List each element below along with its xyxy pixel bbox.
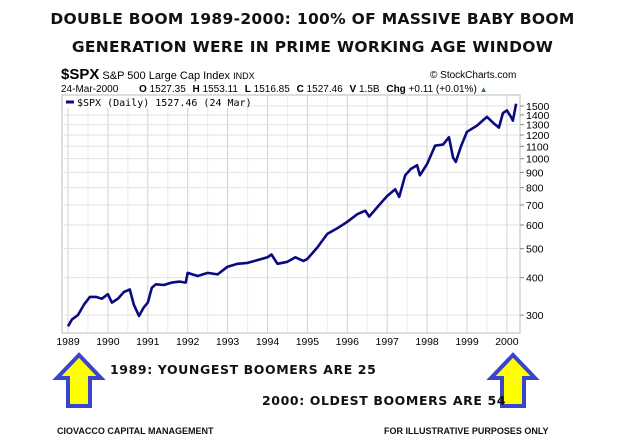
chart-title-line2: GENERATION WERE IN PRIME WORKING AGE WIN… bbox=[71, 38, 554, 56]
close-label: C bbox=[296, 84, 304, 95]
footer-left: CIOVACCO CAPITAL MANAGEMENT bbox=[57, 426, 214, 436]
x-tick-label: 1992 bbox=[176, 336, 200, 348]
y-tick-label: 300 bbox=[526, 310, 544, 322]
y-tick-label: 1200 bbox=[526, 130, 550, 142]
x-tick-label: 2000 bbox=[495, 336, 519, 348]
x-tick-label: 1990 bbox=[96, 336, 120, 348]
annotation-right: 2000: OLDEST BOOMERS ARE 54 bbox=[262, 393, 507, 408]
y-tick-label: 400 bbox=[526, 273, 544, 285]
index-name: S&P 500 Large Cap Index bbox=[102, 70, 231, 82]
header-line2: 24-Mar-2000 O 1527.35 H 1553.11 L 1516.8… bbox=[61, 84, 487, 95]
high-value: 1553.11 bbox=[202, 84, 238, 95]
change-label: Chg bbox=[386, 84, 406, 95]
x-tick-label: 1996 bbox=[336, 336, 360, 348]
low-label: L bbox=[244, 84, 251, 95]
volume-label: V bbox=[349, 84, 357, 95]
x-tick-label: 1991 bbox=[136, 336, 160, 348]
change-value: +0.11 (+0.01%) bbox=[408, 84, 477, 95]
x-tick-label: 1993 bbox=[216, 336, 240, 348]
quote-date: 24-Mar-2000 bbox=[61, 84, 119, 95]
y-tick-label: 1400 bbox=[526, 110, 550, 122]
legend-box bbox=[63, 96, 243, 108]
up-arrow-icon bbox=[52, 352, 106, 408]
low-value: 1516.85 bbox=[253, 84, 290, 95]
up-arrow-icon bbox=[486, 352, 540, 408]
annotation-left: 1989: YOUNGEST BOOMERS ARE 25 bbox=[110, 362, 377, 377]
y-tick-label: 600 bbox=[526, 220, 544, 232]
exchange: INDX bbox=[233, 71, 255, 81]
y-tick-label: 1100 bbox=[526, 141, 549, 153]
x-tick-label: 1997 bbox=[376, 336, 400, 348]
legend-label: $SPX (Daily) 1527.46 (24 Mar) bbox=[77, 98, 252, 109]
x-tick-label: 1999 bbox=[455, 336, 479, 348]
x-tick-label: 1989 bbox=[56, 336, 80, 348]
open-label: O bbox=[139, 84, 147, 95]
y-tick-label: 1300 bbox=[526, 120, 550, 132]
symbol: $SPX bbox=[61, 66, 100, 83]
close-value: 1527.46 bbox=[306, 84, 343, 95]
y-tick-label: 1000 bbox=[526, 154, 550, 166]
high-label: H bbox=[192, 84, 200, 95]
y-tick-label: 900 bbox=[526, 167, 544, 179]
volume-value: 1.5B bbox=[358, 84, 380, 95]
header-line1: $SPX S&P 500 Large Cap Index INDX bbox=[61, 66, 255, 83]
open-value: 1527.35 bbox=[149, 84, 186, 95]
chart-title-line1: DOUBLE BOOM 1989-2000: 100% OF MASSIVE B… bbox=[50, 10, 575, 28]
x-tick-label: 1998 bbox=[415, 336, 439, 348]
triangle-up-icon: ▲ bbox=[479, 85, 488, 94]
y-tick-label: 500 bbox=[526, 244, 544, 256]
x-tick-label: 1995 bbox=[296, 336, 320, 348]
spx-price-line bbox=[66, 103, 518, 327]
y-tick-label: 800 bbox=[526, 183, 544, 195]
y-tick-label: 1500 bbox=[526, 101, 550, 113]
footer-right: FOR ILLUSTRATIVE PURPOSES ONLY bbox=[384, 426, 549, 436]
y-tick-label: 700 bbox=[526, 200, 544, 212]
stockcharts-credit: © StockCharts.com bbox=[430, 70, 517, 81]
x-tick-label: 1994 bbox=[256, 336, 280, 348]
